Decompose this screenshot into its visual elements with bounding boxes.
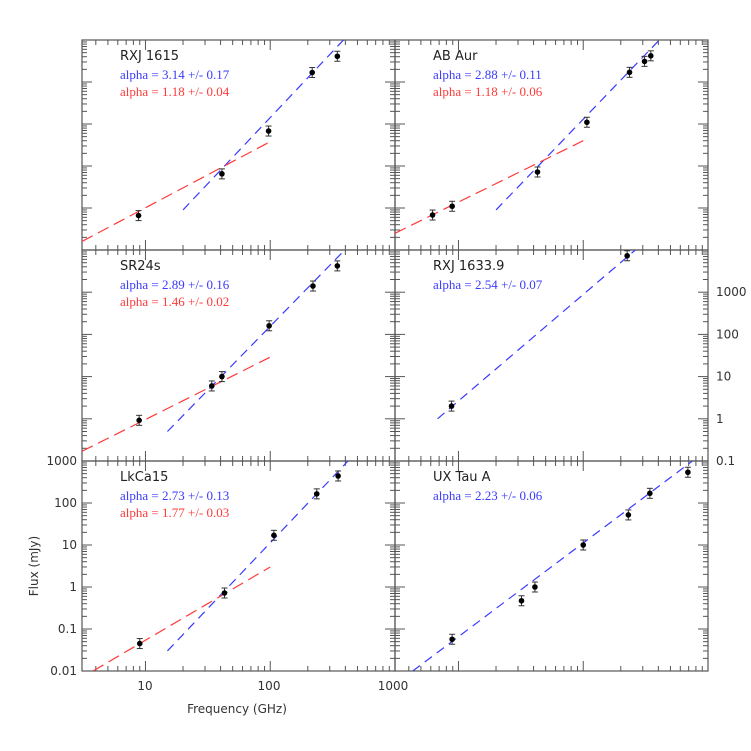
data-point: [626, 69, 633, 76]
tick-labels: 0.01 0.1 1 10 100 1000 0.1 1 10 100 1000 10 100 1000: [46, 285, 746, 693]
y-tick-label: 1: [69, 580, 77, 594]
panel-ux-tau-a: UX Tau A alpha = 2.23 +/- 0.06: [394, 460, 709, 672]
y-tick-label-right: 1: [716, 412, 724, 426]
y-tick-label: 0.01: [50, 664, 77, 678]
data-point: [648, 234, 654, 240]
fit-annotation-blue: alpha = 2.89 +/- 0.16: [120, 277, 230, 292]
x-tick-label: 100: [258, 679, 281, 693]
y-axis-label: Flux (mJy): [27, 536, 41, 596]
y-tick-label: 10: [62, 538, 77, 552]
fit-line-red: [82, 356, 271, 452]
y-tick-label: 1000: [46, 454, 77, 468]
data-point: [309, 69, 316, 76]
panel-title: UX Tau A: [433, 470, 491, 485]
data-point: [136, 640, 143, 647]
fit-annotation-blue: alpha = 2.73 +/- 0.13: [120, 488, 229, 503]
data-point: [208, 383, 215, 389]
fit-line-red: [395, 140, 584, 234]
fit-line-blue: [412, 461, 693, 671]
data-point: [448, 403, 455, 409]
fit-annotation-blue: alpha = 2.88 +/- 0.11: [433, 67, 542, 82]
data-point: [648, 53, 654, 59]
y-tick-label: 100: [54, 496, 77, 510]
data-point: [135, 212, 142, 219]
data-point: [310, 283, 316, 289]
data-point: [219, 373, 225, 380]
data-point: [449, 636, 455, 643]
data-point: [334, 53, 341, 60]
data-point: [534, 169, 541, 175]
data-point: [647, 490, 653, 497]
fit-annotation-red: alpha = 1.18 +/- 0.06: [433, 84, 543, 99]
x-tick-label: 1000: [378, 679, 409, 693]
data-point: [518, 597, 525, 604]
data-point: [625, 512, 632, 518]
fit-line-red: [92, 566, 271, 671]
panel-title: RXJ 1615: [120, 49, 179, 64]
x-axis-label: Frequency (GHz): [187, 702, 287, 716]
panel-rxj-1615: RXJ 1615 alpha = 3.14 +/- 0.17 alpha = 1.1…: [81, 39, 396, 251]
fit-annotation-blue: alpha = 2.23 +/- 0.06: [433, 488, 543, 503]
data-point: [580, 542, 587, 548]
data-point: [584, 119, 590, 126]
panel-frame: [394, 460, 709, 672]
fit-line-red: [82, 141, 271, 242]
data-point: [335, 473, 341, 479]
fit-line-blue: [437, 250, 637, 420]
data-point: [266, 322, 272, 329]
fit-line-blue: [167, 250, 346, 432]
panel-lkca15: LkCa15 alpha = 2.73 +/- 0.13 alpha = 1.77 …: [81, 460, 396, 672]
y-tick-label-right: 10: [716, 370, 731, 384]
axis-labels: Frequency (GHz) Flux (mJy): [27, 536, 287, 716]
panels: RXJ 1615 alpha = 3.14 +/- 0.17 alpha = 1.1…: [46, 39, 747, 693]
data-point: [641, 58, 648, 65]
y-tick-label-right: 1000: [716, 285, 747, 299]
fit-annotation-blue: alpha = 3.14 +/- 0.17: [120, 67, 230, 82]
data-point: [334, 263, 341, 269]
data-point: [136, 417, 142, 424]
panel-title: RXJ 1633.9: [433, 259, 504, 274]
fit-annotation-blue: alpha = 2.54 +/- 0.07: [433, 277, 543, 292]
panel-ab-aur: AB Aur alpha = 2.88 +/- 0.11 alpha = 1.18 …: [394, 39, 709, 251]
data-point: [219, 171, 225, 177]
y-tick-label: 0.1: [58, 622, 77, 636]
data-point: [449, 203, 455, 210]
x-tick-label: 10: [137, 679, 152, 693]
panel-title: LkCa15: [120, 470, 168, 485]
fit-annotation-red: alpha = 1.77 +/- 0.03: [120, 505, 229, 520]
data-point: [532, 584, 538, 590]
data-point: [685, 469, 691, 476]
data-point: [313, 491, 320, 497]
data-point: [429, 212, 436, 218]
fit-line-blue: [182, 40, 345, 211]
data-point: [265, 128, 272, 134]
data-point: [221, 590, 228, 596]
data-point: [624, 252, 630, 259]
panel-sr24s: SR24s alpha = 2.89 +/- 0.16 alpha = 1.46 +…: [81, 249, 396, 462]
panel-rxj-1633.9: RXJ 1633.9 alpha = 2.54 +/- 0.07: [394, 234, 709, 462]
data-point: [271, 532, 277, 539]
fit-annotation-red: alpha = 1.18 +/- 0.04: [120, 84, 230, 99]
y-tick-label-right: 100: [716, 327, 739, 341]
panel-title: SR24s: [120, 259, 161, 274]
fit-line-blue: [495, 40, 661, 211]
panel-title: AB Aur: [433, 49, 478, 64]
fit-annotation-red: alpha = 1.46 +/- 0.02: [120, 294, 229, 309]
y-tick-label-right: 0.1: [716, 454, 735, 468]
